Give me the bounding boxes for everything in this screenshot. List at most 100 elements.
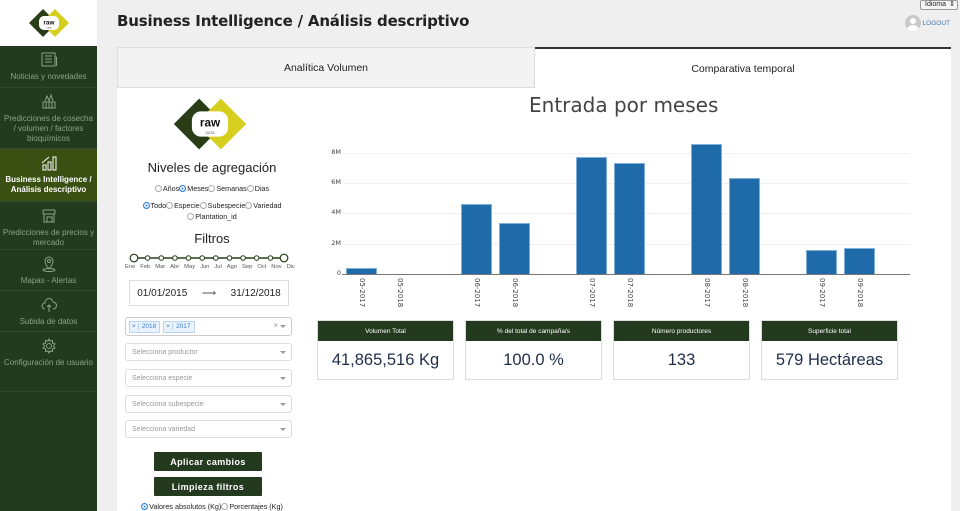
y-tick-label: 8M [331, 147, 341, 156]
chevron-down-icon [280, 403, 286, 406]
apply-changes-button[interactable]: Aplicar cambios [154, 452, 262, 471]
radio-plantation-id[interactable]: Plantation_id [187, 212, 237, 221]
chevron-down-icon [280, 377, 286, 380]
tag-remove-button[interactable]: × [130, 323, 139, 330]
date-range-picker[interactable]: 01/01/2015 ⟶ 31/12/2018 [129, 280, 289, 306]
kpi-value: 133 [667, 350, 696, 369]
svg-text:raw: raw [200, 117, 221, 130]
x-tick-label: 06-2017 [473, 278, 481, 308]
select-arrows-icon: ⇕ [949, 1, 955, 8]
sidebar-item-subida-datos[interactable]: Subida de datos [0, 291, 97, 332]
chevron-down-icon [280, 351, 286, 354]
month-range-slider[interactable] [129, 252, 289, 264]
svg-text:raw: raw [43, 20, 55, 27]
time-level-radio-group: Años Meses Semanas Dias [117, 184, 307, 193]
sidebar-item-predicciones-cosecha[interactable]: Predicciones de cosecha / volumen / fact… [0, 88, 97, 149]
radio-subespecie[interactable]: Subespecie [199, 201, 245, 210]
x-axis-line [342, 274, 910, 275]
tab-analitica-volumen[interactable]: Analítica Volumen [117, 47, 535, 88]
newspaper-icon [40, 51, 58, 69]
y-tick-label: 2M [331, 238, 341, 247]
sidebar: raw DATA Noticias y novedades Prediccion… [0, 0, 97, 511]
sidebar-item-business-intelligence[interactable]: Business Intelligence / Análisis descrip… [0, 149, 97, 202]
x-tick-label: 06-2018 [511, 278, 519, 308]
radio-semanas[interactable]: Semanas [208, 184, 247, 193]
chart-bar[interactable] [728, 177, 760, 274]
logout-button[interactable]: LOGOUT [904, 15, 950, 31]
productor-select[interactable]: Selecciona productor [125, 343, 292, 361]
kpi-volumen-total: Volumen Total 41,865,516 Kg [317, 320, 454, 380]
value-mode-radio-group: Valores absolutos (Kg) Porcentajes (Kg) [117, 502, 307, 511]
svg-text:DATA: DATA [46, 27, 52, 30]
chart-bar[interactable] [805, 249, 837, 274]
avatar [904, 15, 921, 31]
subespecie-select[interactable]: Selecciona subespecie [125, 395, 292, 413]
especie-select[interactable]: Selecciona especie [125, 369, 292, 387]
year-tag: × 2017 [163, 320, 195, 333]
chart-bar[interactable] [690, 143, 722, 274]
sidebar-item-predicciones-precios[interactable]: Predicciones de precios y mercado [0, 202, 97, 250]
kpi-porcentaje-campana: % del total de campaña/s 100.0 % [465, 320, 602, 380]
sidebar-item-label: Predicciones de precios y mercado [2, 228, 95, 247]
month-labels: Ene Feb Mar Abr May Jun Jul Ago Sep Oct Nov Dic [125, 264, 295, 270]
sidebar-item-label: Configuración de usuario [4, 358, 93, 367]
chart-bar[interactable] [575, 156, 607, 274]
tab-comparativa-temporal[interactable]: Comparativa temporal [535, 47, 951, 88]
variedad-select[interactable]: Selecciona variedad [125, 420, 292, 438]
chart-bar[interactable] [498, 223, 530, 274]
sidebar-item-label: Noticias y novedades [10, 72, 87, 81]
aggregation-title: Niveles de agregación [147, 160, 277, 175]
filters-title: Filtros [194, 231, 230, 246]
chart-bar[interactable] [460, 203, 492, 274]
chart-bar[interactable] [345, 267, 377, 274]
x-tick-label: 08-2017 [703, 278, 711, 308]
radio-meses[interactable]: Meses [179, 184, 208, 193]
raw-data-logo-icon: raw DATA [28, 9, 69, 37]
page-title: Business Intelligence / Análisis descrip… [117, 12, 470, 30]
group-level-radio-group: Todo Especie Subespecie Variedad Plantat… [127, 201, 297, 221]
year-multiselect[interactable]: × 2018 × 2017 × [125, 317, 292, 336]
chart-title: Entrada por meses [529, 93, 719, 117]
radio-valores-absolutos[interactable]: Valores absolutos (Kg) [141, 502, 221, 511]
x-tick-label: 05-2017 [358, 278, 366, 308]
chart-bar[interactable] [843, 248, 875, 274]
raw-data-logo-icon: raw DATA [173, 98, 247, 150]
sidebar-item-label: Predicciones de cosecha / volumen / fact… [4, 114, 93, 143]
radio-variedad[interactable]: Variedad [245, 201, 281, 210]
x-tick-label: 07-2018 [626, 278, 634, 308]
bar-chart-icon [40, 154, 58, 172]
filters-panel: raw DATA Niveles de agregación Años Mese… [117, 88, 307, 511]
radio-porcentajes[interactable]: Porcentajes (Kg) [221, 502, 283, 511]
tab-bar: Analítica Volumen Comparativa temporal [117, 47, 951, 88]
date-to[interactable]: 31/12/2018 [230, 287, 281, 299]
main-panel: raw DATA Niveles de agregación Años Mese… [117, 88, 951, 511]
radio-anos[interactable]: Años [154, 184, 179, 193]
sidebar-item-noticias[interactable]: Noticias y novedades [0, 46, 97, 88]
kpi-superficie-total: Superficie total 579 Hectáreas [761, 320, 898, 380]
kpi-title: Volumen Total [318, 321, 453, 341]
sidebar-item-label: Business Intelligence / Análisis descrip… [5, 175, 92, 194]
radio-dias[interactable]: Dias [246, 184, 269, 193]
bar-chart[interactable]: 0 2M 4M 6M 8M 05-2017 05-2018 06-2017 06-2018 07-… [312, 138, 912, 313]
sidebar-item-label: Subida de datos [19, 317, 78, 326]
sidebar-item-configuracion[interactable]: Configuración de usuario [0, 332, 97, 392]
clear-icon[interactable]: × [273, 321, 278, 330]
y-tick-label: 0 [336, 269, 341, 277]
clear-filters-button[interactable]: Limpieza filtros [154, 477, 262, 496]
radio-especie[interactable]: Especie [166, 201, 200, 210]
tag-remove-button[interactable]: × [164, 323, 174, 330]
chart-bar[interactable] [613, 163, 645, 274]
y-tick-label: 6M [331, 178, 341, 187]
sidebar-logo[interactable]: raw DATA [0, 0, 97, 46]
x-tick-label: 09-2017 [818, 278, 826, 308]
language-select[interactable]: Idioma ⇕ [920, 0, 958, 10]
map-pin-icon [40, 255, 58, 273]
sidebar-item-mapas-alertas[interactable]: Mapas - Alertas [0, 250, 97, 291]
gridline [342, 152, 910, 154]
store-icon [40, 207, 58, 225]
radio-todo[interactable]: Todo [142, 201, 166, 210]
date-from[interactable]: 01/01/2015 [137, 287, 188, 299]
chevron-down-icon[interactable] [280, 325, 286, 328]
kpi-title: Número productores [614, 321, 749, 341]
